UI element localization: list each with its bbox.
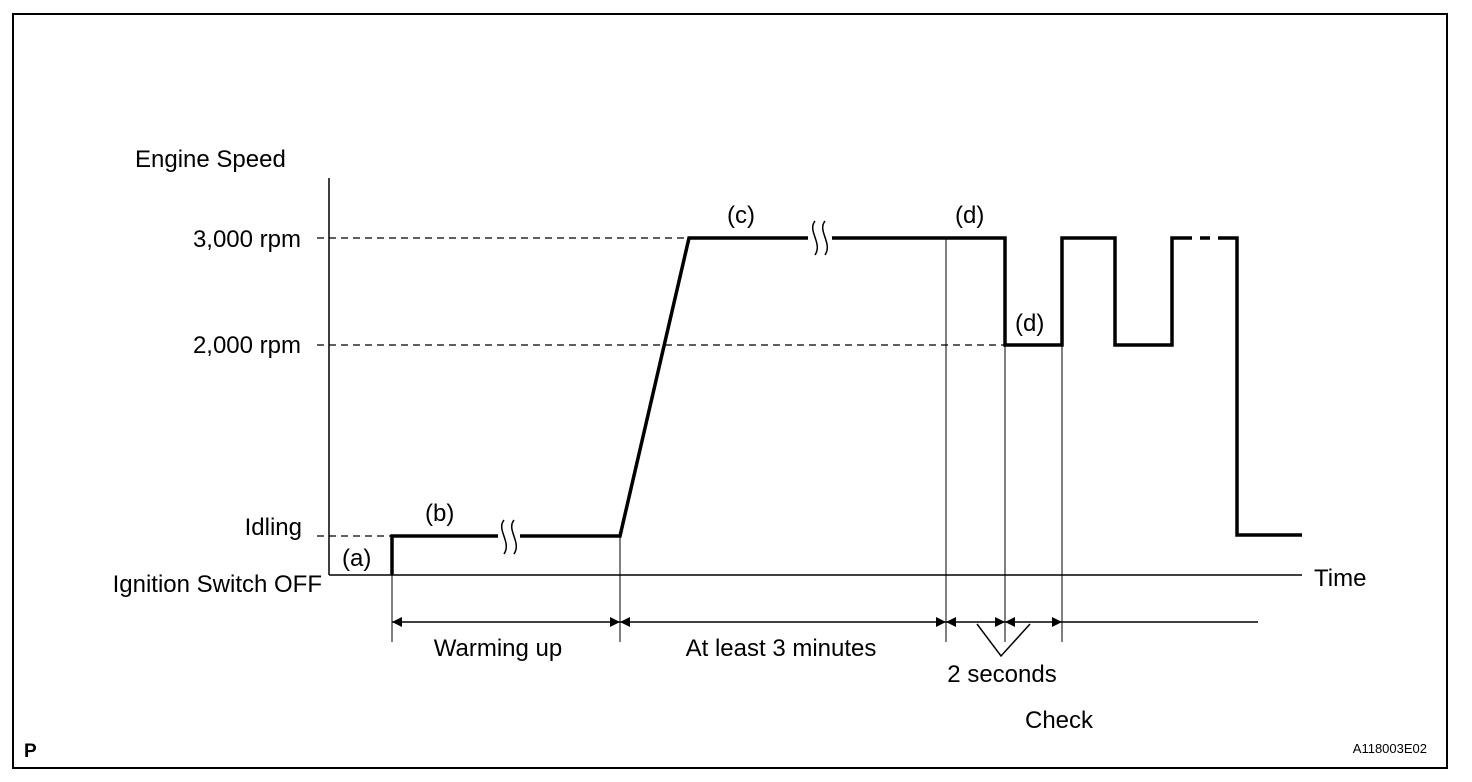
phase-marker-a: (a) (342, 545, 371, 572)
level-label-2000: 2,000 rpm (193, 332, 301, 359)
interval-label-3-minutes: At least 3 minutes (686, 635, 877, 662)
level-label-idling: Idling (245, 514, 302, 541)
corner-label: P (24, 741, 37, 762)
phase-marker-c: (c) (727, 202, 755, 229)
engine-speed-trace (390, 236, 1182, 575)
figure-frame (12, 13, 1448, 769)
break-mark-c (808, 220, 832, 256)
phase-marker-d-low: (d) (1015, 310, 1044, 337)
level-label-ignition-off: Ignition Switch OFF (113, 571, 322, 598)
figure-code: A118003E02 (1353, 741, 1427, 756)
level-label-3000: 3,000 rpm (193, 226, 301, 253)
phase-marker-d-top: (d) (955, 202, 984, 229)
interval-label-warming-up: Warming up (434, 635, 562, 662)
interval-label-check: Check (1025, 707, 1094, 734)
engine-speed-trace-end (1226, 236, 1302, 537)
phase-marker-b: (b) (425, 500, 454, 527)
two-seconds-pointer (976, 623, 1031, 658)
interval-label-2-seconds: 2 seconds (947, 661, 1056, 688)
x-axis-title: Time (1314, 565, 1366, 592)
y-axis-title: Engine Speed (135, 146, 286, 173)
break-mark-b (498, 519, 520, 555)
